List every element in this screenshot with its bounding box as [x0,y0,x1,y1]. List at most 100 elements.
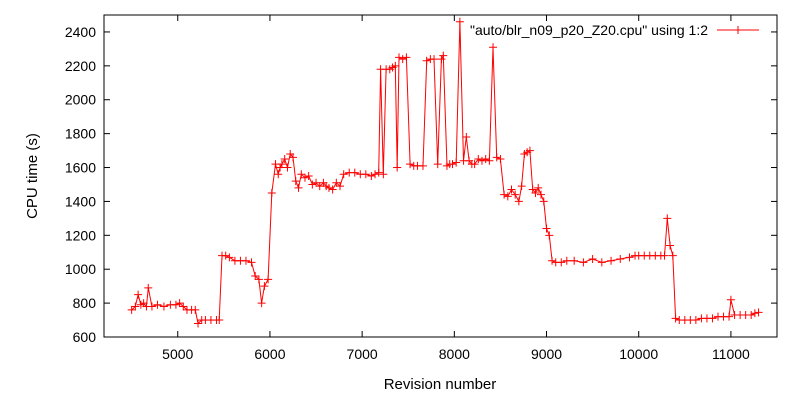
x-axis-ticks: 5000 6000 7000 8000 9000 10000 11000 [162,15,750,362]
y-axis-ticks: 600 800 1000 1200 1400 1600 1800 2000 2200 2400 [65,24,777,345]
data-point [283,163,292,172]
legend: "auto/blr_n09_p20_Z20.cpu" using 1:2 [470,22,759,38]
data-point [489,43,498,52]
data-point [570,256,579,265]
data-point [336,182,345,191]
data-point [492,153,501,162]
data-point [276,163,285,172]
data-point [539,197,548,206]
data-point [462,133,471,142]
data-point [726,295,735,304]
data-point [500,190,509,199]
data-point [525,146,534,155]
x-tick-label: 9000 [531,346,562,362]
data-point [663,214,672,223]
data-point [393,163,402,172]
data-point [134,290,143,299]
data-point [191,305,200,314]
data-point [750,309,759,318]
data-point [531,188,540,197]
data-point [159,302,168,311]
data-point [481,155,490,164]
data-point [671,314,680,323]
data-point [430,55,439,64]
y-tick-label: 1000 [65,261,96,277]
data-point [131,302,140,311]
data-point [455,17,464,26]
data-point [328,185,337,194]
data-point [485,156,494,165]
data-point [367,172,376,180]
data-point [324,183,333,192]
data-point [332,178,341,187]
data-point [294,183,303,192]
data-point [398,55,407,64]
data-point [267,188,276,197]
data-point [534,183,543,192]
data-point [437,55,446,64]
data-point [274,170,283,179]
data-point [147,302,156,311]
data-point [260,282,269,291]
data-point [557,258,566,267]
data-point [666,241,675,250]
data-point [418,161,427,170]
data-point [514,197,523,206]
data-point [511,190,520,199]
y-axis-label: CPU time (s) [24,133,41,219]
data-point [422,56,431,65]
data-point [257,299,266,308]
data-point [597,258,606,267]
legend-marker [734,26,742,34]
data-point [264,275,273,284]
data-point [439,51,448,60]
data-point [477,156,486,165]
data-point [374,168,383,177]
data-point [625,253,634,262]
data-point [402,53,411,62]
x-tick-label: 8000 [439,346,470,362]
series-layer [127,17,763,328]
data-point [194,319,203,328]
data-point [395,53,404,62]
data-point [379,170,388,179]
data-point [616,255,625,264]
data-point [371,170,380,179]
x-tick-label: 7000 [347,346,378,362]
data-point [297,170,306,179]
data-point [507,185,516,194]
data-point [277,160,286,169]
legend-label: "auto/blr_n09_p20_Z20.cpu" using 1:2 [470,22,708,38]
data-point [470,160,479,169]
data-point [247,258,256,267]
y-tick-label: 1800 [65,126,96,142]
data-point [536,190,545,199]
y-tick-label: 2200 [65,58,96,74]
data-point [179,302,188,311]
x-axis-label: Revision number [384,376,497,393]
data-point [300,173,309,182]
y-tick-label: 1600 [65,160,96,176]
data-point [448,160,457,169]
data-point [517,182,526,191]
data-point [291,177,300,186]
data-point [215,316,224,325]
data-point [691,316,700,325]
data-point [308,180,317,189]
data-point [406,160,415,169]
data-point [579,258,588,267]
data-point [175,299,184,308]
data-point [221,251,230,260]
data-point [171,300,180,309]
data-point [312,178,321,187]
data-point [144,283,153,292]
data-point [241,256,250,265]
data-point [503,192,512,201]
x-tick-label: 11000 [712,346,750,362]
data-point [280,155,289,164]
data-point [391,61,400,70]
data-point [153,300,162,309]
data-point [288,153,297,162]
x-tick-label: 6000 [254,346,285,362]
